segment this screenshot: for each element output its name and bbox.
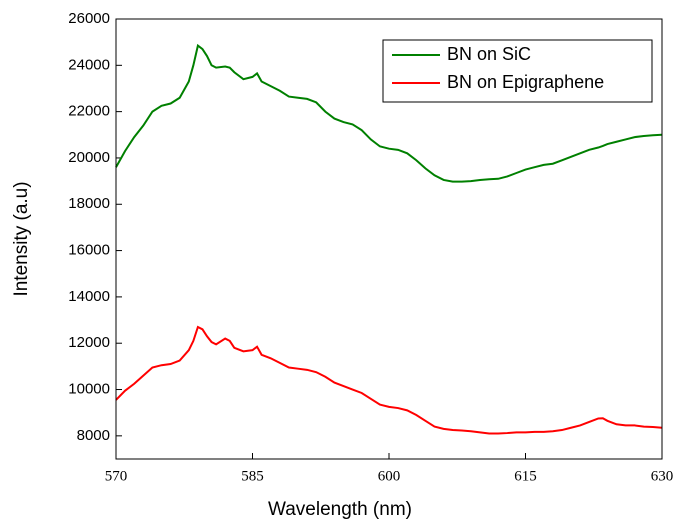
- series-line: [115, 325, 663, 435]
- legend-label: BN on Epigraphene: [447, 72, 604, 92]
- legend-box: [382, 39, 653, 103]
- y-tick-label: 20000: [68, 149, 110, 166]
- y-tick-label: 22000: [68, 103, 110, 120]
- y-tick-label: 24000: [68, 56, 110, 73]
- y-tick-label: 16000: [68, 242, 110, 259]
- x-tick-label: 570: [105, 468, 128, 484]
- y-tick-label: 12000: [68, 334, 110, 351]
- x-tick-label: 585: [241, 468, 264, 484]
- y-tick-label: 18000: [68, 195, 110, 212]
- series-line: [115, 43, 663, 183]
- plot-frame: [115, 18, 663, 460]
- x-tick-label: 615: [514, 468, 537, 484]
- y-tick-label: 26000: [68, 10, 110, 27]
- y-tick-label: 8000: [77, 427, 110, 444]
- x-tick-label: 630: [651, 468, 674, 484]
- x-axis-label: Wavelength (nm): [268, 499, 412, 520]
- y-axis-label: Intensity (a.u): [11, 181, 32, 296]
- legend-label: BN on SiC: [447, 44, 531, 64]
- y-tick-label: 10000: [68, 380, 110, 397]
- x-tick-label: 600: [378, 468, 401, 484]
- y-tick-label: 14000: [68, 288, 110, 305]
